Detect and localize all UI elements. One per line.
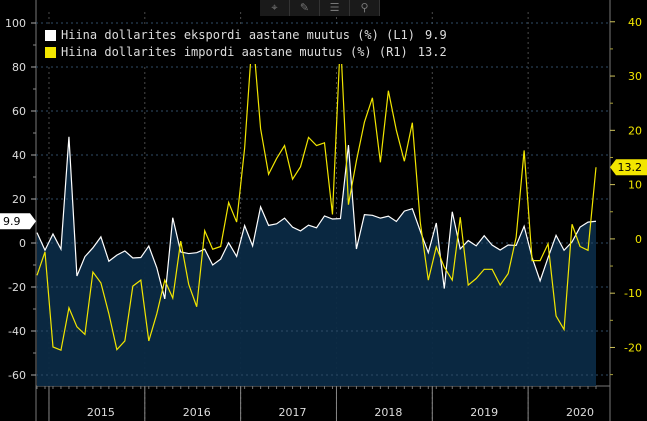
legend-swatch-exports (45, 30, 56, 41)
y-tick-label-left: -20 (8, 281, 26, 294)
imports-line (36, 32, 597, 352)
legend-label-exports: Hiina dollarites ekspordi aastane muutus… (61, 28, 416, 42)
y-tick-label-left: 20 (12, 193, 26, 206)
x-tick-label: 2015 (87, 406, 115, 419)
y-tick-label-left: 60 (12, 105, 26, 118)
x-tick-label: 2018 (374, 406, 402, 419)
x-tick-label: 2016 (183, 406, 211, 419)
y-tick-label-right: 30 (628, 70, 642, 83)
last-value-badge-right (610, 159, 647, 176)
y-tick-label-left: 100 (5, 17, 26, 30)
exports-line (36, 136, 597, 300)
chart-legend: Hiina dollarites ekspordi aastane muutus… (40, 24, 452, 64)
y-tick-label-right: 40 (628, 16, 642, 29)
y-tick-label-left: 80 (12, 61, 26, 74)
legend-swatch-imports (45, 47, 56, 58)
y-tick-label-right: -20 (624, 341, 642, 354)
table-icon[interactable]: ☰ (320, 0, 350, 16)
zoom-icon[interactable]: ⚲ (350, 0, 380, 16)
crosshair-icon[interactable]: ⌖ (260, 0, 290, 16)
x-tick-label: 2020 (566, 406, 594, 419)
chart-toolbar: ⌖ ✎ ☰ ⚲ (260, 0, 380, 16)
y-tick-label-right: 10 (628, 179, 642, 192)
y-tick-label-left: 0 (19, 237, 26, 250)
y-tick-label-right: 20 (628, 124, 642, 137)
last-value-badge-left (0, 213, 36, 230)
y-tick-label-right: -10 (624, 287, 642, 300)
y-tick-label-left: -40 (8, 325, 26, 338)
y-tick-label-left: -60 (8, 369, 26, 382)
x-tick-label: 2019 (470, 406, 498, 419)
draw-icon[interactable]: ✎ (290, 0, 320, 16)
y-tick-label-right: 0 (635, 233, 642, 246)
x-tick-label: 2017 (279, 406, 307, 419)
exports-area (37, 136, 596, 386)
last-value-label-right: 13.2 (618, 161, 643, 174)
legend-value-imports: 13.2 (417, 45, 447, 59)
legend-value-exports: 9.9 (425, 28, 447, 42)
last-value-label-left: 9.9 (3, 215, 21, 228)
legend-label-imports: Hiina dollarites impordi aastane muutus … (61, 45, 408, 59)
legend-entry-imports: Hiina dollarites impordi aastane muutus … (45, 44, 447, 61)
legend-entry-exports: Hiina dollarites ekspordi aastane muutus… (45, 27, 447, 44)
y-tick-label-left: 40 (12, 149, 26, 162)
